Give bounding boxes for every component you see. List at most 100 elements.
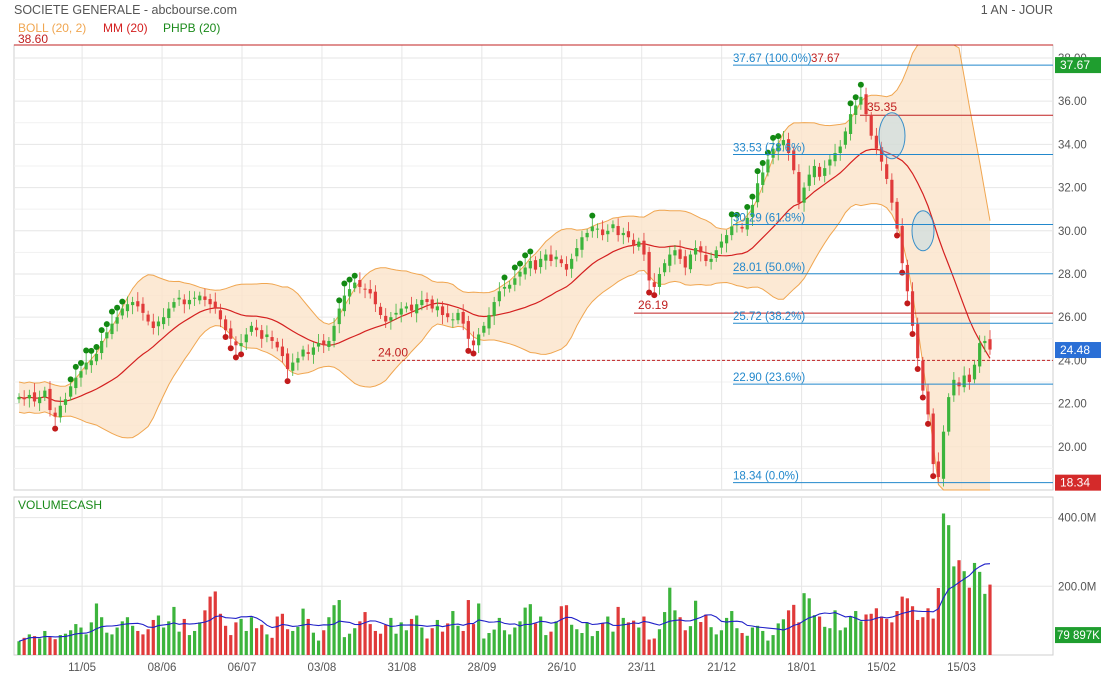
volume-bar — [497, 617, 501, 655]
volume-bar — [719, 630, 724, 655]
candle-body — [430, 299, 434, 309]
volume-bar — [415, 615, 419, 655]
candle-body — [575, 248, 579, 257]
candle-body — [848, 114, 853, 134]
candle-body — [854, 105, 858, 115]
candle-body — [110, 323, 114, 335]
volume-bar — [167, 621, 171, 655]
candle-body — [730, 226, 734, 236]
phpb-low-marker — [227, 345, 234, 352]
candle-body — [115, 317, 119, 324]
highlight-ellipse-top — [878, 112, 906, 160]
volume-bar — [988, 584, 992, 655]
volume-bar — [48, 637, 52, 655]
volume-bar — [714, 634, 718, 655]
candle-body — [786, 139, 791, 154]
volume-bar — [394, 633, 398, 655]
volume-bar — [761, 630, 765, 655]
candle-body — [425, 299, 429, 303]
volume-bar — [332, 605, 336, 655]
candle-body — [926, 391, 930, 415]
candle-body — [776, 144, 780, 152]
volume-plot-frame — [13, 496, 1054, 656]
bollinger-lower — [18, 203, 990, 491]
candle-body — [533, 260, 538, 270]
level-label: 35.35 — [867, 100, 897, 114]
volume-bar — [859, 621, 863, 655]
volume-bar — [146, 629, 150, 655]
volume-bar — [466, 600, 470, 655]
date-tick-label: 11/05 — [68, 662, 96, 674]
volume-bar — [17, 641, 21, 655]
volume-bar — [621, 617, 625, 655]
candle-body — [234, 341, 238, 346]
fibonacci-retracement: 37.67 (100.0%) 33.53 (78.6%) 30.29 (61.8%)… — [733, 53, 1053, 484]
volume-bar — [79, 627, 83, 655]
phpb-high-marker — [119, 298, 126, 305]
volume-bar — [213, 591, 217, 655]
candle-body — [657, 273, 662, 287]
phpb-high-marker — [754, 168, 761, 175]
candle-body — [213, 301, 217, 309]
volume-bar — [776, 623, 780, 655]
candle-body — [952, 379, 956, 396]
date-axis: 11/05 08/06 06/07 03/08 31/08 28/09 26/10 23/11… — [68, 662, 976, 674]
volume-bar — [585, 622, 589, 655]
candle-body — [864, 94, 868, 115]
volume-bar — [513, 627, 517, 655]
volume-ma-line — [18, 563, 991, 642]
volume-bar — [131, 625, 135, 655]
candle-body — [797, 172, 801, 203]
volume-bar — [136, 630, 140, 655]
volume-bar — [864, 614, 868, 655]
legend-boll: BOLL (20, 2) — [18, 21, 86, 35]
candle-body — [518, 271, 522, 277]
candle-body — [709, 258, 713, 262]
phpb-high-marker — [589, 212, 596, 219]
volume-bar — [420, 627, 424, 655]
candle-body — [327, 340, 331, 347]
phpb-high-marker — [72, 363, 79, 370]
volume-bar — [502, 630, 507, 655]
candle-body — [389, 317, 393, 321]
volume-bar — [208, 596, 212, 655]
candle-body — [456, 312, 460, 321]
volume-bar — [265, 634, 269, 655]
candle-body — [301, 349, 305, 357]
volume-bar — [435, 619, 439, 655]
phpb-high-marker — [728, 211, 735, 218]
candle-body — [27, 394, 31, 399]
volume-bar — [378, 633, 383, 655]
candle-body — [198, 295, 202, 301]
candle-body — [719, 241, 724, 248]
fibo-label: 18.34 (0.0%) — [733, 471, 799, 483]
candle-body — [167, 308, 171, 319]
price-tick-label: 30.00 — [1058, 226, 1087, 238]
candle-body — [693, 248, 698, 255]
value-badge — [1055, 57, 1101, 74]
volume-bar — [177, 631, 181, 655]
volume-bar — [626, 622, 631, 655]
phpb-high-marker — [501, 274, 508, 281]
candle-body — [48, 388, 52, 411]
candle-body — [466, 321, 470, 339]
volume-bar — [952, 566, 956, 655]
candle-body — [745, 217, 749, 230]
candle-body — [740, 226, 744, 229]
phpb-low-marker — [899, 269, 906, 276]
chart-period[interactable]: 1 AN - JOUR — [981, 3, 1053, 17]
volume-bar — [699, 622, 703, 655]
candle-body — [84, 362, 88, 370]
candle-body — [616, 226, 620, 236]
volume-bar — [905, 598, 909, 655]
value-badge-text: 24.48 — [1060, 343, 1090, 357]
candle-body — [874, 135, 878, 149]
candle-body — [415, 304, 419, 314]
fibo-top-note: 37.67 — [811, 53, 840, 65]
candle-body — [626, 231, 631, 238]
volume-bar — [549, 631, 553, 655]
phpb-high-marker — [108, 308, 115, 315]
candle-body — [151, 321, 155, 328]
